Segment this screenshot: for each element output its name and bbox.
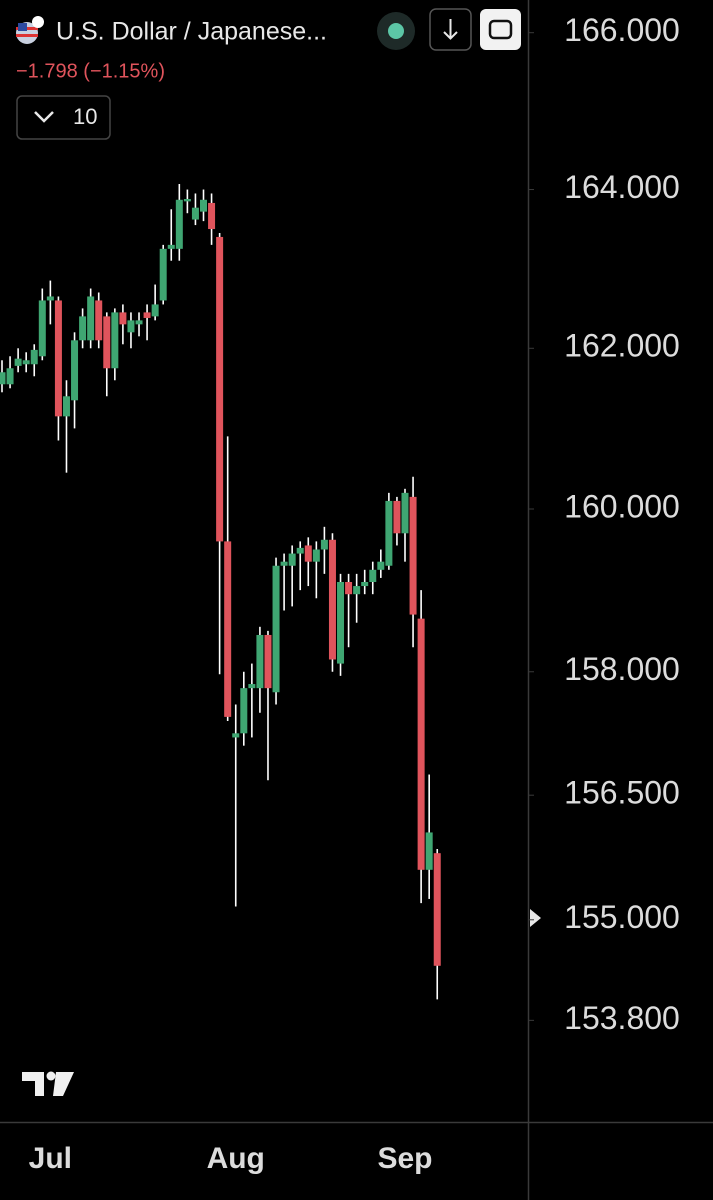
candle-body (103, 316, 111, 369)
candle-body (111, 312, 119, 369)
candle-body (409, 496, 417, 615)
candle-body (312, 549, 320, 562)
candle-body (46, 296, 54, 301)
candle-body (38, 300, 46, 357)
candle-body (87, 296, 95, 341)
candle-body (248, 684, 256, 689)
candle-body (6, 368, 14, 385)
candle-body (143, 312, 151, 318)
candle-body (14, 358, 22, 366)
candle-body (62, 396, 70, 417)
y-tick-label: 166.000 (564, 12, 680, 48)
x-tick-label: Sep (377, 1142, 432, 1175)
candle-body (127, 320, 135, 333)
candle-body (200, 199, 207, 212)
candle-body (345, 581, 353, 595)
candle-body (224, 541, 232, 717)
candle-body (417, 618, 425, 870)
candle-body (328, 539, 336, 660)
candle-body (425, 832, 433, 870)
candle-body (167, 244, 175, 249)
symbol-title[interactable]: U.S. Dollar / Japanese... (56, 18, 327, 46)
candle-body (71, 340, 79, 401)
fullscreen-icon (488, 19, 513, 40)
y-tick-label: 153.800 (564, 1000, 680, 1036)
candle-body (216, 236, 224, 542)
candle-body (304, 545, 312, 562)
candle-body (95, 300, 103, 341)
y-tick-label: 160.000 (564, 488, 680, 524)
candle-body (385, 500, 393, 566)
y-tick-label: 164.000 (564, 169, 680, 205)
candle-body (183, 198, 191, 202)
candle-body (433, 853, 441, 966)
candle-body (288, 553, 296, 566)
candle-body (393, 500, 401, 534)
candle-body (320, 539, 328, 550)
candle-body (264, 634, 272, 689)
last-price-marker (530, 909, 541, 927)
candle-body (0, 372, 6, 385)
interval-dropdown[interactable] (16, 95, 111, 140)
candle-body (151, 304, 159, 317)
symbol-flag (16, 16, 44, 44)
fullscreen-button[interactable] (480, 9, 521, 50)
x-tick-label: Jul (29, 1142, 72, 1175)
candle-body (119, 312, 127, 325)
candle-body (361, 581, 369, 587)
candle-body (377, 561, 385, 570)
candle-body (22, 360, 30, 365)
tradingview-logo (22, 1071, 74, 1096)
plot-area (0, 184, 441, 1000)
candle-body (280, 561, 288, 566)
y-tick-label: 158.000 (564, 651, 680, 687)
candle-body (272, 565, 280, 693)
candle-body (401, 492, 409, 534)
candle-body (159, 248, 167, 301)
candle-body (240, 688, 248, 734)
price-change: −1.798 (−1.15%) (16, 60, 165, 82)
y-tick-label: 156.500 (564, 775, 680, 811)
candle-body (369, 569, 377, 582)
candle-body (353, 586, 361, 595)
candle-body (337, 581, 345, 664)
x-tick-label: Aug (207, 1142, 265, 1175)
status-dot (388, 23, 404, 39)
candle-body (175, 199, 183, 249)
candle-body (79, 316, 87, 341)
candle-body (296, 547, 304, 554)
candle-body (256, 634, 264, 689)
candle-body (191, 207, 199, 220)
dropdown-chevron (34, 111, 54, 123)
candle-body (208, 202, 216, 230)
candle-body (54, 300, 62, 417)
candle-body (135, 320, 143, 325)
y-tick-label: 155.000 (564, 899, 680, 935)
candle-body (232, 733, 240, 738)
y-tick-label: 162.000 (564, 328, 680, 364)
interval-value: 10 (73, 104, 97, 129)
download-icon (443, 19, 458, 40)
candle-body (30, 349, 38, 365)
